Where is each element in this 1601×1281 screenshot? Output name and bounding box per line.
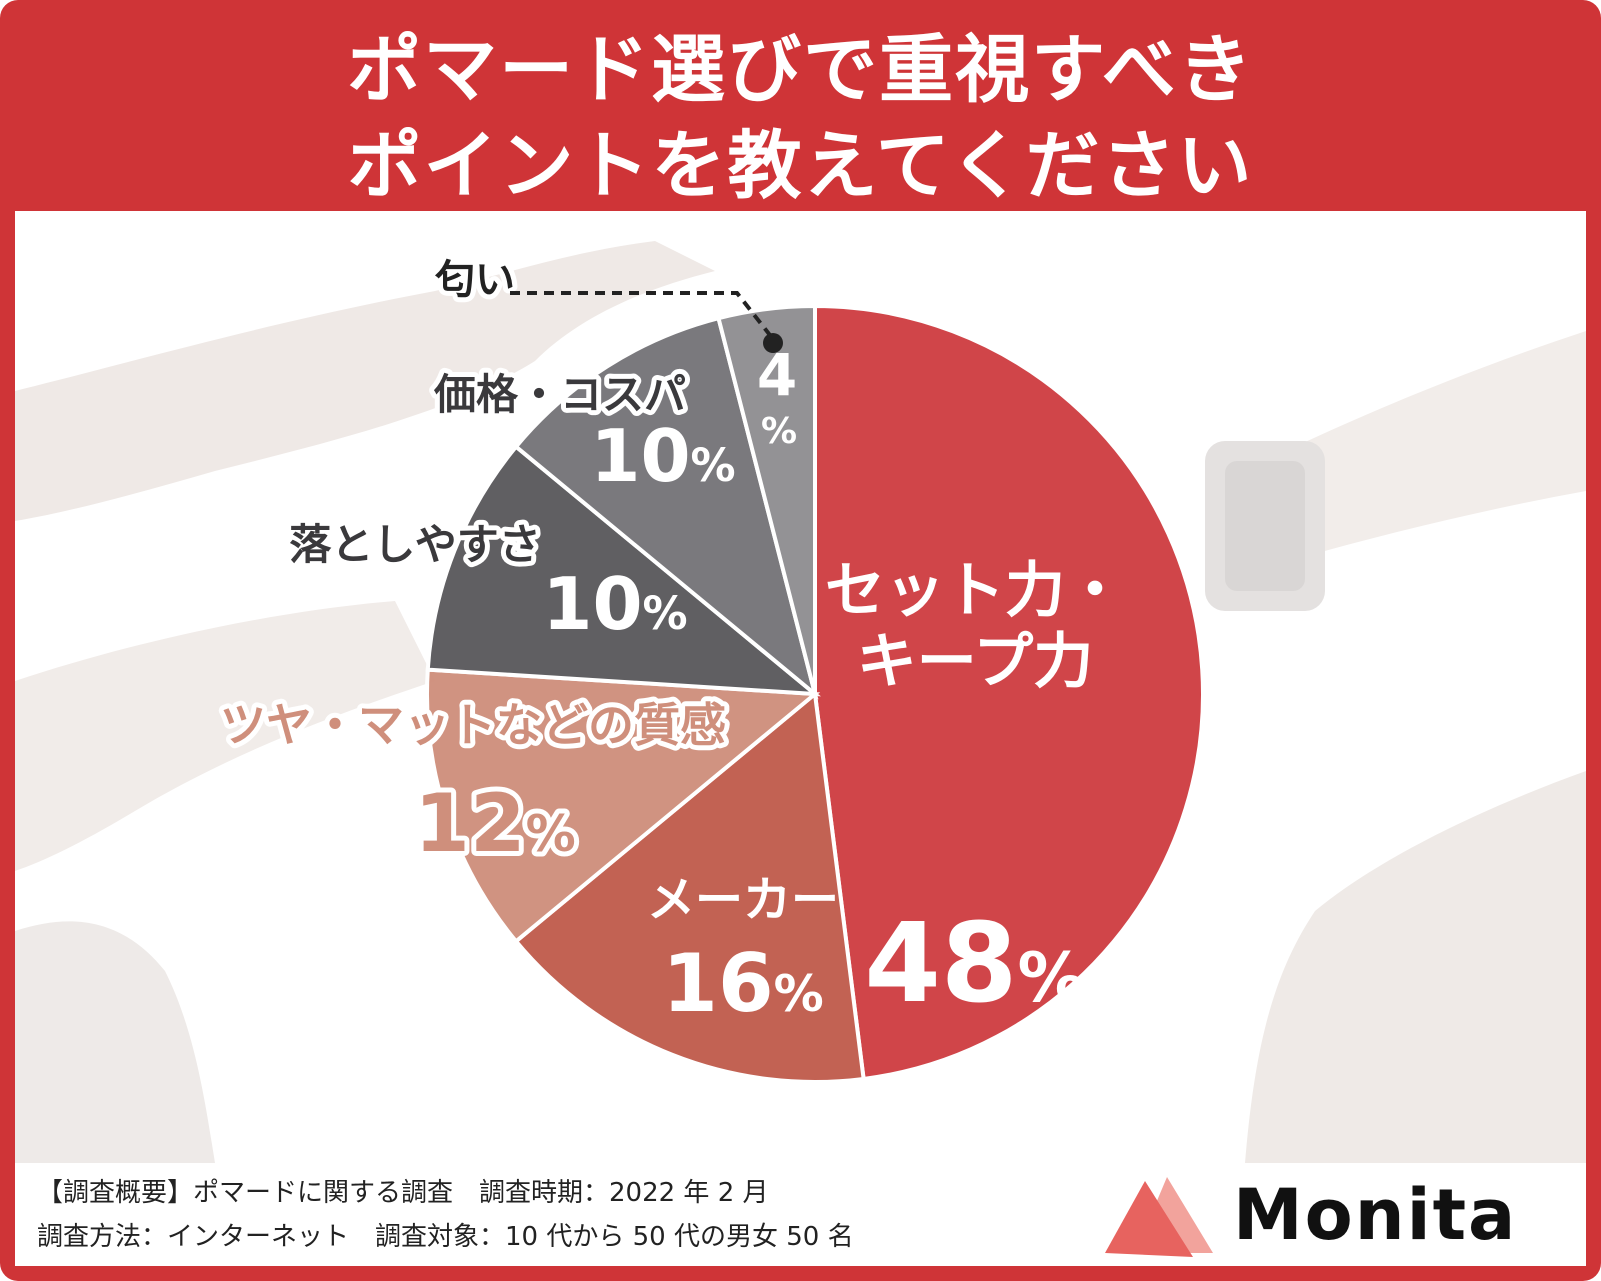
pie-slice-5 bbox=[513, 315, 819, 700]
background-photo bbox=[15, 241, 1586, 1163]
pie-slice-4 bbox=[425, 443, 822, 697]
slice-percent-6: % bbox=[761, 411, 797, 452]
chart-title-line2: ポイントを教えてください bbox=[347, 123, 1254, 209]
survey-line-1: 【調査概要】ポマードに関する調査 調査時期：2022 年 2 月 bbox=[37, 1178, 769, 1208]
pie-slice-2 bbox=[513, 690, 866, 1084]
slice-label-4: 落としやすさ bbox=[289, 520, 541, 569]
pie-chart: セット力・キープ力48%メーカー16%ツヤ・マットなどの質感12%落としやすさ1… bbox=[215, 252, 1205, 1084]
pie-slice-6 bbox=[716, 303, 817, 695]
leader-line bbox=[510, 291, 775, 341]
survey-summary: 【調査概要】ポマードに関する調査 調査時期：2022 年 2 月 調査方法：イン… bbox=[37, 1171, 854, 1259]
pie-slice-3 bbox=[425, 667, 821, 945]
chart-title-line1: ポマード選びで重視すべき bbox=[347, 27, 1254, 113]
slice-label-3: ツヤ・マットなどの質感 bbox=[220, 698, 726, 752]
slice-label-1: キープ力 bbox=[857, 627, 1093, 697]
pie-slices bbox=[425, 303, 1205, 1084]
slice-label-2: メーカー bbox=[647, 872, 839, 928]
chart-panel: セット力・ キープ力 48% メーカー 16% ツヤ・マットなどの質感 12% 落としやすさ 1… bbox=[15, 211, 1586, 1163]
brand-logo: Monita bbox=[1105, 1169, 1575, 1261]
footer: 【調査概要】ポマードに関する調査 調査時期：2022 年 2 月 調査方法：イン… bbox=[15, 1163, 1586, 1266]
slice-label-1: セット力・ bbox=[825, 556, 1125, 626]
slice-value-6: 4 bbox=[757, 341, 797, 409]
pie-labels: セット力・キープ力48%メーカー16%ツヤ・マットなどの質感12%落としやすさ1… bbox=[215, 252, 1125, 1030]
slice-label-5: 価格・コスパ bbox=[433, 370, 686, 419]
pie-slice-1 bbox=[813, 303, 1205, 1082]
slice-label-6: 匂い bbox=[434, 257, 515, 303]
brand-triangle-icon bbox=[1105, 1177, 1213, 1257]
chart-title: ポマード選びで重視すべき ポイントを教えてください bbox=[0, 22, 1601, 214]
survey-line-2: 調査方法：インターネット 調査対象：10 代から 50 代の男女 50 名 bbox=[37, 1222, 854, 1252]
brand-name: Monita bbox=[1233, 1174, 1518, 1256]
leader-dot bbox=[763, 333, 783, 353]
